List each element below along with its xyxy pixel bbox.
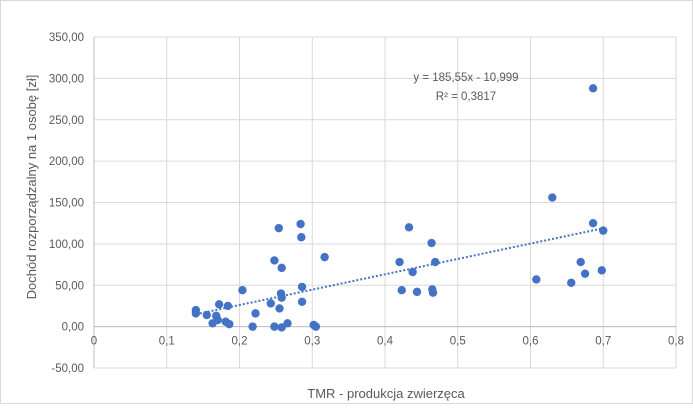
y-axis-title: Dochód rozporządzalny na 1 osobę [zł] xyxy=(24,75,39,300)
data-point xyxy=(397,286,406,295)
data-point xyxy=(428,288,438,297)
data-point xyxy=(576,257,585,267)
data-point xyxy=(395,257,404,267)
x-tick-label: 0,1 xyxy=(159,336,175,348)
x-tick-label: 0,5 xyxy=(450,336,466,348)
data-point xyxy=(580,269,590,278)
data-point xyxy=(296,219,305,229)
data-point xyxy=(270,322,279,331)
data-point xyxy=(277,293,286,302)
data-point xyxy=(270,256,279,265)
x-tick-label: 0,6 xyxy=(523,336,539,348)
data-point xyxy=(238,286,247,295)
y-tick-label: 100,00 xyxy=(49,239,84,251)
data-point xyxy=(297,297,307,306)
trendline-r-squared: R² = 0,3817 xyxy=(436,91,496,103)
x-tick-label: 0,8 xyxy=(668,336,684,348)
data-point xyxy=(274,223,283,233)
data-point xyxy=(588,218,598,228)
data-point xyxy=(283,319,292,328)
data-point xyxy=(404,223,414,232)
data-point xyxy=(223,301,233,311)
x-tick-label: 0,7 xyxy=(595,336,611,348)
data-point xyxy=(251,309,260,318)
y-tick-label: 300,00 xyxy=(49,73,84,85)
data-point xyxy=(202,310,211,320)
data-point xyxy=(214,300,224,309)
data-point xyxy=(191,309,201,318)
y-tick-label: 50,00 xyxy=(55,280,84,292)
y-tick-label: 250,00 xyxy=(49,115,84,127)
trendline-group xyxy=(195,227,604,316)
data-point xyxy=(548,193,557,202)
data-point xyxy=(320,252,329,262)
data-point xyxy=(248,322,257,331)
y-tick-labels: -50,00 0,00 50,00 100,00 150,00 200,00 250,00 3… xyxy=(49,32,84,375)
data-point xyxy=(277,323,286,332)
trendline-equation: y = 185,55x - 10,999 xyxy=(413,72,518,84)
data-point xyxy=(430,257,440,267)
data-points xyxy=(191,84,608,332)
data-point xyxy=(275,304,284,313)
data-point xyxy=(599,226,608,235)
x-axis-title: TMR - produkcja zwierzęca xyxy=(307,386,465,401)
y-tick-label: 150,00 xyxy=(49,198,84,210)
y-tick-label: 0,00 xyxy=(62,322,84,334)
data-point xyxy=(311,322,321,331)
data-point xyxy=(408,267,417,277)
data-point xyxy=(412,287,422,297)
data-point xyxy=(297,282,307,292)
trendline xyxy=(195,227,604,316)
data-point xyxy=(567,278,576,287)
x-tick-label: 0,3 xyxy=(304,336,320,348)
y-tick-label: 200,00 xyxy=(49,156,84,168)
x-tick-label: 0 xyxy=(91,336,97,348)
data-point xyxy=(213,315,222,325)
data-point xyxy=(266,299,275,308)
y-tick-label: -50,00 xyxy=(51,363,84,375)
data-point xyxy=(225,319,234,329)
y-tick-label: 350,00 xyxy=(49,32,84,44)
data-point xyxy=(277,263,286,273)
x-tick-label: 0,4 xyxy=(377,336,394,348)
x-tick-label: 0,2 xyxy=(232,336,248,348)
axes xyxy=(93,37,676,368)
x-tick-labels: 0 0,1 0,2 0,3 0,4 0,5 0,6 0,7 0,8 xyxy=(91,336,684,348)
data-point xyxy=(532,275,541,284)
data-point xyxy=(597,266,606,275)
data-point xyxy=(427,238,436,248)
data-point xyxy=(297,233,306,242)
data-point xyxy=(588,84,598,93)
